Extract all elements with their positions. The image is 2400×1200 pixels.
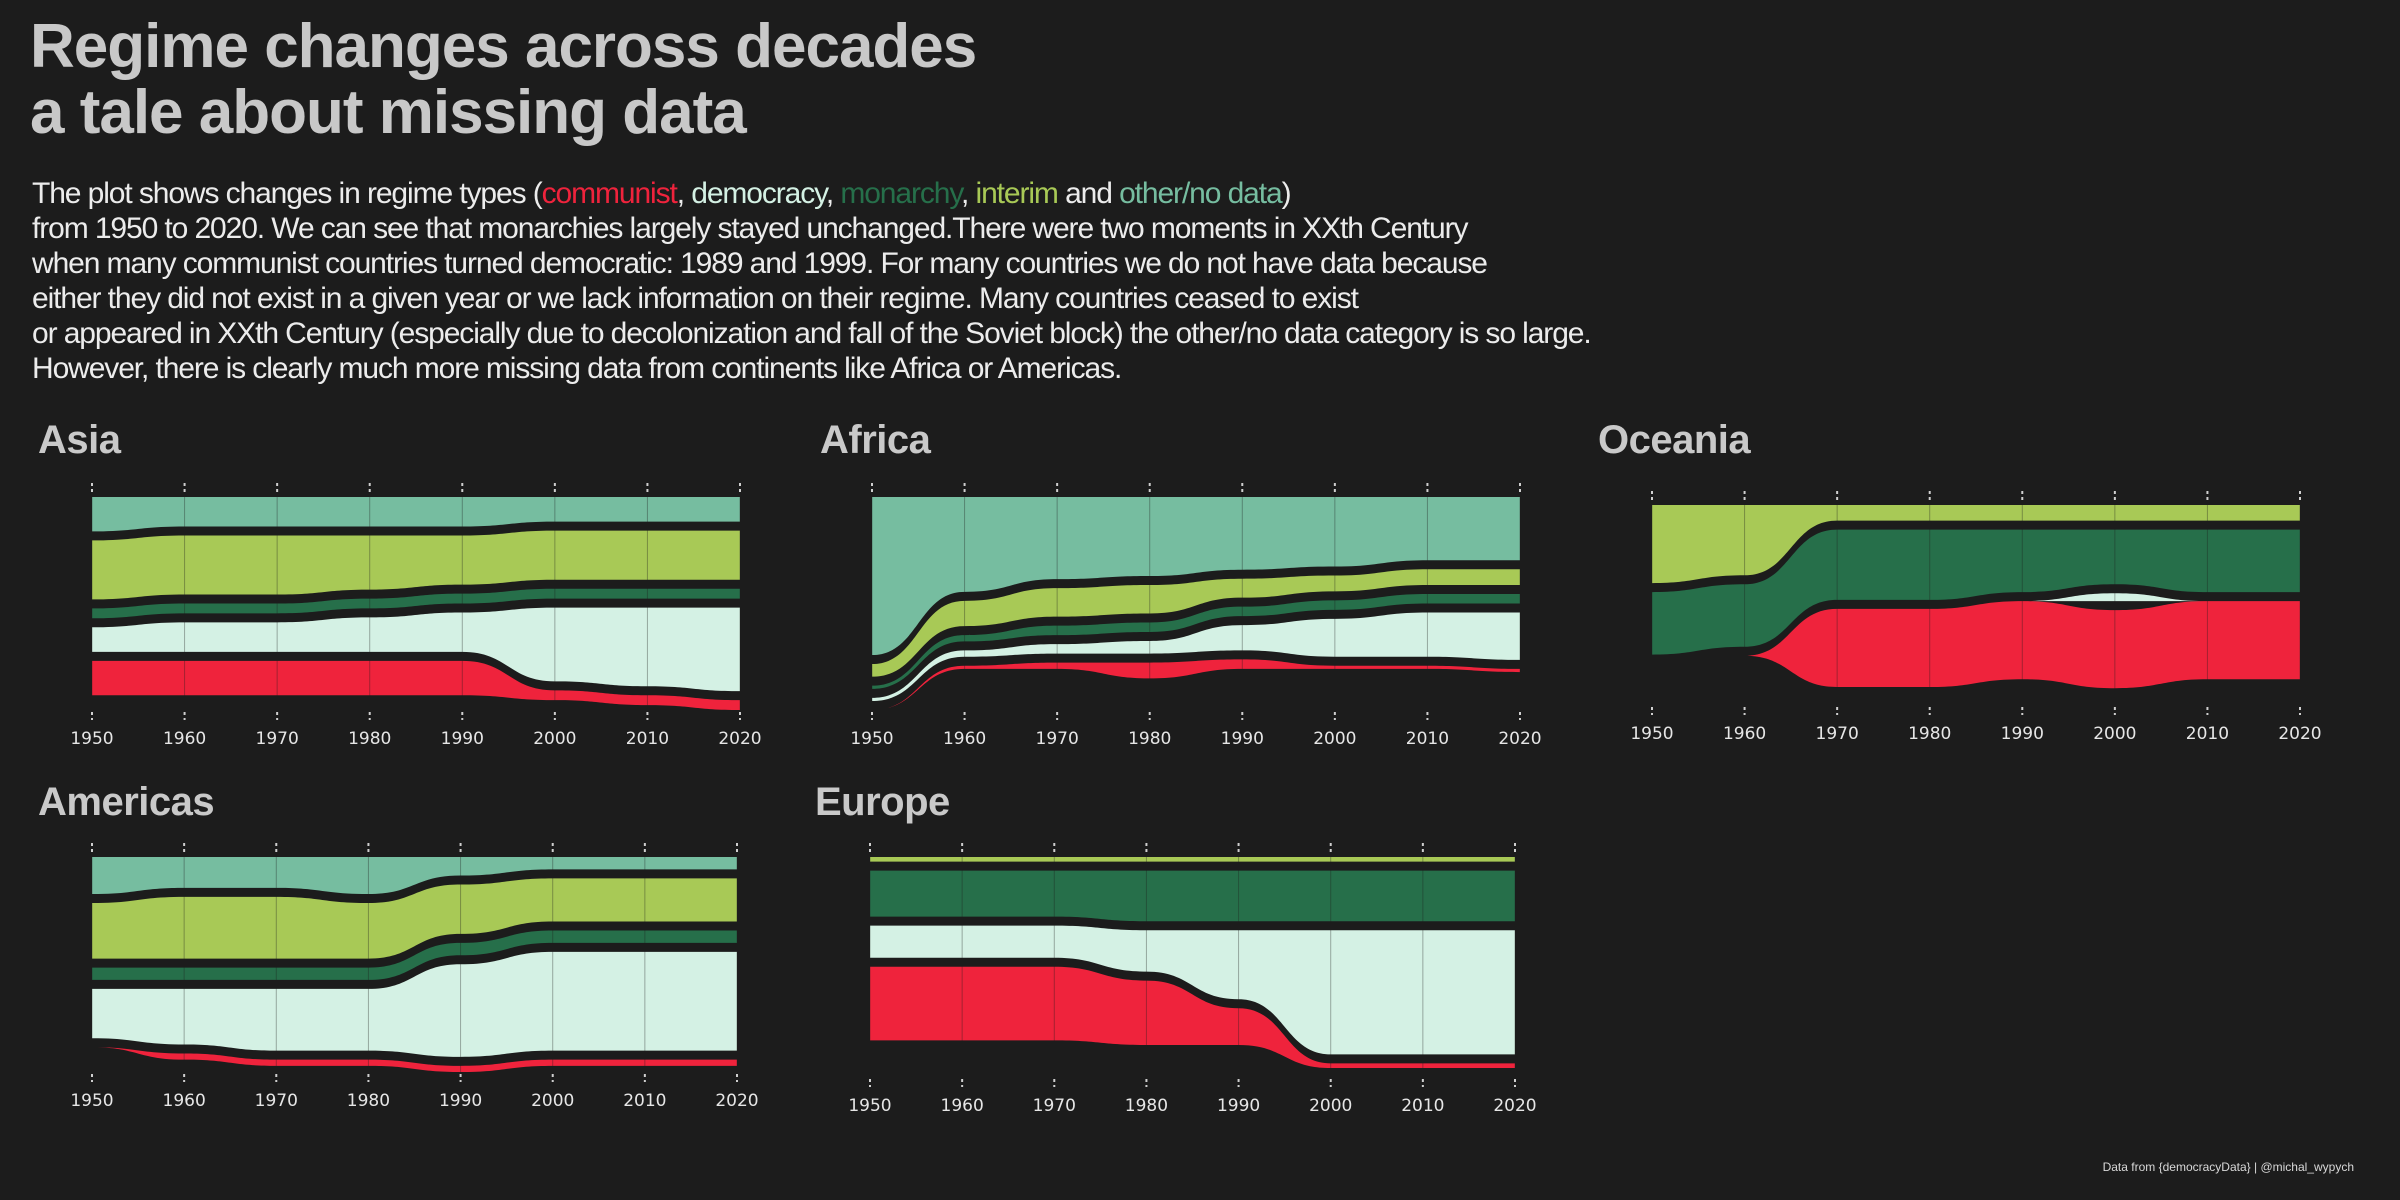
x-tick-label: 2000 [533,729,576,749]
x-tick-label: 2020 [2278,724,2321,744]
legend-monarchy: monarchy [840,177,962,210]
x-tick-label: 1990 [1217,1096,1260,1116]
band-democracy [92,607,740,692]
description-line-4: either they did not exist in a given yea… [32,282,1359,315]
x-tick-label: 1980 [348,729,391,749]
panel-title-asia: Asia [38,418,121,462]
x-tick-label: 1970 [1816,724,1859,744]
band-monarchy [870,870,1515,922]
band-interim [1652,505,2300,584]
description-line-1: The plot shows changes in regime types (… [32,176,1832,211]
x-tick-label: 1990 [2001,724,2044,744]
description-line-2: from 1950 to 2020. We can see that monar… [32,212,1468,245]
x-tick-label: 1970 [1033,1096,1076,1116]
caption: Data from {democracyData} | @michal_wypy… [2102,1160,2354,1174]
x-tick-label: 1980 [1125,1096,1168,1116]
x-tick-label: 1990 [1221,729,1264,749]
band-democracy [870,925,1515,1055]
separator: , [961,177,976,210]
x-tick-label: 1970 [255,1091,298,1111]
band-interim [870,857,1515,862]
panel-title-europe: Europe [815,780,950,824]
x-tick-label: 1990 [439,1091,482,1111]
separator: , [676,177,692,210]
x-tick-label: 1960 [163,729,206,749]
x-tick-label: 2010 [626,729,669,749]
x-tick-label: 1960 [943,729,986,749]
description: The plot shows changes in regime types (… [32,176,1832,386]
band-monarchy [1652,529,2300,655]
description-line-5: or appeared in XXth Century (especially … [32,317,1592,350]
legend-communist: communist [541,177,678,210]
x-tick-label: 1980 [1908,724,1951,744]
panel-title-africa: Africa [820,418,931,462]
band-monarchy [872,594,1520,689]
chart-title: Regime changes across decades a tale abo… [30,14,1230,146]
band-communist [1652,601,2300,689]
band-other [872,497,1520,656]
x-tick-label: 2000 [1313,729,1356,749]
x-tick-label: 1960 [163,1091,206,1111]
legend-other: other/no data [1119,177,1283,210]
x-tick-label: 1980 [1128,729,1171,749]
x-tick-label: 2020 [715,1091,758,1111]
x-tick-label: 2000 [1309,1096,1352,1116]
x-tick-label: 2020 [1498,729,1541,749]
band-interim [92,530,740,600]
separator: and [1057,177,1120,210]
panel-title-americas: Americas [38,780,215,824]
x-tick-label: 2020 [718,729,761,749]
panel-title-oceania: Oceania [1598,418,1751,462]
x-tick-label: 1970 [1036,729,1079,749]
band-democracy [92,951,737,1057]
description-line-6: However, there is clearly much more miss… [32,352,1122,385]
description-intro: The plot shows changes in regime types ( [32,177,543,210]
x-tick-label: 1980 [347,1091,390,1111]
band-other [92,497,740,532]
title-line-2: a tale about missing data [30,78,747,147]
x-tick-label: 2010 [623,1091,666,1111]
x-tick-label: 2010 [2186,724,2229,744]
title-line-1: Regime changes across decades [30,12,977,81]
band-other [92,857,737,895]
x-tick-label: 2000 [2093,724,2136,744]
x-tick-label: 1990 [441,729,484,749]
x-tick-label: 1950 [850,729,893,749]
band-monarchy [92,930,737,980]
x-tick-label: 2020 [1493,1096,1536,1116]
band-communist [870,966,1515,1068]
band-interim [872,569,1520,677]
separator: , [825,177,841,210]
separator: ) [1281,177,1292,210]
legend-democracy: democracy [691,177,827,210]
x-tick-label: 2000 [531,1091,574,1111]
x-tick-label: 1950 [1630,724,1673,744]
band-democracy [872,612,1520,701]
x-tick-label: 1960 [941,1096,984,1116]
band-monarchy [92,588,740,619]
x-tick-label: 2010 [1401,1096,1444,1116]
x-tick-label: 1950 [848,1096,891,1116]
band-communist [92,660,740,710]
band-communist [872,659,1520,710]
band-interim [92,878,737,959]
x-tick-label: 1950 [70,1091,113,1111]
x-tick-label: 2010 [1406,729,1449,749]
description-line-3: when many communist countries turned dem… [32,247,1488,280]
x-tick-label: 1970 [256,729,299,749]
x-tick-label: 1950 [70,729,113,749]
legend-interim: interim [975,177,1059,210]
x-tick-label: 1960 [1723,724,1766,744]
band-communist [92,1047,737,1072]
